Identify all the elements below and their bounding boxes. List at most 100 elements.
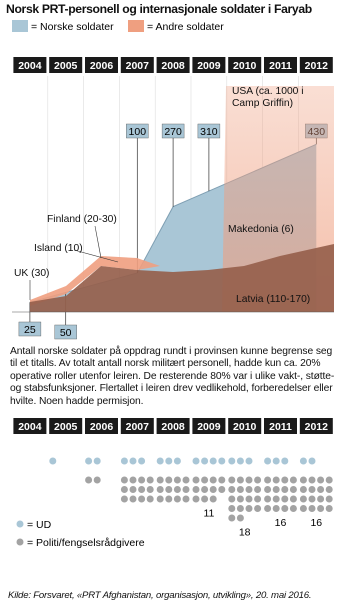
ud-dot — [272, 457, 280, 465]
force-label: Makedonia (6) — [228, 224, 294, 235]
value-label: 25 — [24, 324, 36, 336]
police-dot — [173, 486, 181, 493]
year-box — [228, 418, 262, 434]
value-label-box — [197, 123, 221, 139]
legend-label: = Politi/fengselsrådgivere — [27, 537, 145, 549]
value-label: 50 — [60, 327, 72, 339]
police-dot — [254, 505, 262, 512]
year-label: 2012 — [305, 421, 329, 433]
year-label: 2007 — [126, 421, 150, 433]
year-label: 2009 — [197, 421, 221, 433]
year-label: 2011 — [269, 421, 292, 433]
police-dot — [272, 476, 280, 484]
police-dot — [325, 505, 333, 512]
latvia-area — [30, 244, 334, 312]
year-box — [192, 418, 226, 434]
year-box — [49, 418, 83, 434]
ud-dot — [308, 457, 316, 465]
police-dot — [325, 476, 333, 484]
ud-dot — [281, 457, 289, 465]
ud-dot — [93, 457, 101, 465]
police-dot — [228, 495, 236, 503]
year-box — [228, 57, 262, 73]
police-dot — [146, 476, 154, 484]
police-dot — [173, 495, 181, 503]
ud-dot — [173, 457, 181, 465]
police-dot — [182, 495, 190, 503]
legend-label: = Norske soldater — [31, 21, 114, 33]
police-dot — [192, 486, 200, 493]
police-dot — [308, 505, 316, 512]
police-dot — [218, 476, 226, 484]
force-label: USA (ca. 1000 i Camp Griffin) — [232, 86, 304, 109]
year-box — [192, 57, 226, 73]
police-dot — [209, 495, 217, 503]
year-label: 2006 — [90, 60, 114, 72]
police-dot — [138, 486, 146, 493]
police-dot — [289, 505, 297, 512]
police-dot — [236, 505, 244, 512]
ud-dot — [299, 457, 307, 465]
police-dot — [289, 476, 297, 484]
police-dot — [325, 495, 333, 503]
police-dot — [209, 476, 217, 484]
body-text: Antall norske soldater på oppdrag rundt … — [10, 346, 335, 407]
police-dot — [245, 505, 253, 512]
police-dot — [254, 495, 262, 503]
value-label: 270 — [164, 126, 182, 138]
ud-dot — [245, 457, 253, 465]
ud-dot — [129, 457, 137, 465]
year-box — [299, 57, 333, 73]
police-dot — [93, 476, 101, 484]
force-label: Finland (20-30) — [47, 214, 117, 225]
police-dot — [299, 505, 307, 512]
police-dot — [129, 495, 137, 503]
police-dot — [325, 486, 333, 493]
police-dot — [192, 476, 200, 484]
ud-dot — [201, 457, 209, 465]
police-dot — [182, 486, 190, 493]
police-dot — [228, 486, 236, 493]
police-dot — [317, 495, 325, 503]
police-dot — [317, 505, 325, 512]
ud-dot — [120, 457, 128, 465]
police-dot — [236, 476, 244, 484]
police-dot — [308, 486, 316, 493]
title: Norsk PRT-personell og internasjonale so… — [6, 2, 312, 16]
year-label: 2009 — [197, 60, 221, 72]
police-dot — [236, 514, 244, 522]
count-label: 16 — [310, 517, 322, 529]
police-dot — [317, 486, 325, 493]
police-dot — [264, 476, 272, 484]
source: Kilde: Forsvaret, «PRT Afghanistan, orga… — [8, 590, 312, 601]
year-label: 2005 — [54, 60, 78, 72]
police-dot — [228, 505, 236, 512]
police-dot — [254, 476, 262, 484]
police-dot — [299, 486, 307, 493]
police-dot — [272, 505, 280, 512]
police-dot — [120, 486, 128, 493]
count-label: 18 — [239, 527, 251, 539]
ud-dot — [192, 457, 200, 465]
police-dot — [245, 495, 253, 503]
police-dot — [201, 486, 209, 493]
value-label-box — [126, 123, 149, 139]
police-dot — [264, 505, 272, 512]
police-dot — [120, 495, 128, 503]
ud-dot — [138, 457, 146, 465]
ud-dot — [236, 457, 244, 465]
police-dot — [228, 476, 236, 484]
police-dot — [165, 476, 173, 484]
legend-dot — [16, 520, 24, 528]
police-dot — [236, 495, 244, 503]
police-dot — [138, 495, 146, 503]
police-dot — [156, 476, 164, 484]
year-label: 2012 — [305, 60, 329, 72]
police-dot — [264, 495, 272, 503]
year-label: 2005 — [54, 421, 78, 433]
police-dot — [289, 486, 297, 493]
legend-swatch — [128, 20, 144, 32]
force-label: Island (10) — [34, 243, 83, 254]
year-box — [120, 418, 154, 434]
